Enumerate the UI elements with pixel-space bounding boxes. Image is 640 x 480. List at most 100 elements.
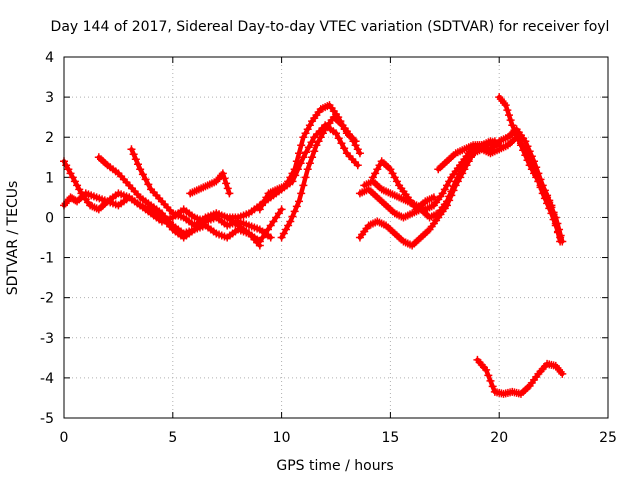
data-point bbox=[277, 205, 286, 214]
data-point bbox=[304, 143, 313, 152]
data-point bbox=[310, 147, 319, 156]
series-track-14 bbox=[473, 355, 567, 398]
data-point bbox=[549, 208, 558, 217]
data-point bbox=[144, 180, 153, 189]
data-point bbox=[530, 169, 539, 178]
data-point bbox=[514, 136, 523, 145]
data-point bbox=[495, 141, 504, 150]
data-point bbox=[512, 131, 521, 140]
data-point bbox=[222, 179, 231, 188]
data-point bbox=[292, 202, 301, 211]
data-point bbox=[521, 137, 530, 146]
series-track-11 bbox=[368, 157, 438, 214]
data-point bbox=[274, 209, 283, 218]
data-point bbox=[281, 225, 290, 234]
data-point bbox=[355, 149, 364, 158]
y-tick-label: -1 bbox=[40, 251, 54, 267]
data-point bbox=[488, 382, 497, 391]
data-point bbox=[547, 203, 556, 212]
data-point bbox=[290, 165, 299, 174]
data-point bbox=[486, 376, 495, 385]
data-point bbox=[260, 197, 269, 206]
x-axis-label: GPS time / hours bbox=[276, 458, 393, 474]
series-track-7 bbox=[277, 113, 364, 242]
data-point bbox=[438, 189, 447, 198]
data-point bbox=[519, 146, 528, 155]
chart-title: Day 144 of 2017, Sidereal Day-to-day VTE… bbox=[51, 19, 610, 35]
data-point bbox=[525, 161, 534, 170]
y-tick-labels: -5 -4 -3 -2 -1 0 1 2 3 4 bbox=[40, 50, 54, 427]
data-point bbox=[258, 201, 267, 210]
series-track-8 bbox=[355, 125, 565, 250]
data-point bbox=[136, 165, 145, 174]
data-point bbox=[332, 129, 340, 138]
data-point bbox=[534, 177, 543, 186]
data-point bbox=[449, 182, 458, 191]
data-point bbox=[553, 219, 562, 228]
data-point bbox=[532, 173, 541, 182]
y-tick-label: -3 bbox=[40, 331, 54, 347]
data-point bbox=[295, 149, 304, 158]
series-track-13 bbox=[495, 93, 567, 246]
data-point bbox=[286, 217, 295, 226]
data-point bbox=[305, 159, 314, 168]
data-point bbox=[295, 197, 304, 206]
data-point bbox=[299, 153, 308, 162]
data-point bbox=[349, 137, 358, 146]
data-point bbox=[386, 165, 395, 174]
y-tick-label: 4 bbox=[45, 50, 54, 66]
data-point bbox=[368, 173, 377, 182]
series-line bbox=[129, 122, 361, 228]
data-point bbox=[501, 101, 510, 110]
data-point bbox=[312, 141, 321, 150]
data-point bbox=[390, 173, 399, 182]
data-point bbox=[129, 150, 138, 159]
x-tick-label: 5 bbox=[168, 430, 177, 446]
data-point bbox=[456, 169, 465, 178]
data-point bbox=[307, 138, 316, 147]
y-tick-label: 1 bbox=[45, 170, 54, 186]
series-track-3 bbox=[94, 153, 275, 242]
data-point bbox=[516, 141, 525, 150]
data-point bbox=[353, 161, 362, 170]
data-point bbox=[371, 169, 380, 178]
data-point bbox=[70, 177, 79, 186]
data-point bbox=[272, 213, 281, 222]
data-point bbox=[392, 177, 401, 186]
data-point bbox=[442, 197, 451, 206]
data-point bbox=[353, 145, 362, 154]
data-point bbox=[373, 165, 382, 174]
data-point bbox=[220, 174, 229, 183]
data-point bbox=[482, 365, 491, 374]
data-point bbox=[442, 181, 451, 190]
data-point bbox=[506, 116, 515, 125]
data-point bbox=[302, 148, 311, 157]
data-point bbox=[303, 165, 312, 174]
data-point bbox=[447, 187, 456, 196]
data-point bbox=[284, 177, 293, 186]
data-point bbox=[503, 106, 512, 115]
data-point bbox=[484, 371, 493, 380]
data-point bbox=[540, 189, 549, 198]
data-point bbox=[138, 170, 147, 179]
data-point bbox=[279, 229, 288, 238]
data-point bbox=[337, 139, 346, 148]
data-point bbox=[277, 233, 286, 242]
data-point bbox=[314, 137, 323, 146]
plot-frame bbox=[63, 56, 609, 419]
data-point bbox=[299, 133, 308, 142]
y-tick-label: -4 bbox=[40, 371, 54, 387]
data-point bbox=[133, 160, 142, 169]
data-point bbox=[284, 221, 293, 230]
data-point bbox=[297, 141, 306, 150]
y-tick-label: -2 bbox=[40, 291, 54, 307]
data-point bbox=[288, 212, 297, 221]
data-point bbox=[286, 173, 295, 182]
data-point bbox=[538, 185, 547, 194]
x-tick-label: 15 bbox=[381, 430, 399, 446]
x-tick-label: 0 bbox=[60, 430, 69, 446]
series-track-2 bbox=[60, 157, 264, 250]
data-point bbox=[301, 129, 310, 138]
x-tick-labels: 0 5 10 15 20 25 bbox=[60, 430, 617, 446]
data-series bbox=[60, 93, 567, 398]
